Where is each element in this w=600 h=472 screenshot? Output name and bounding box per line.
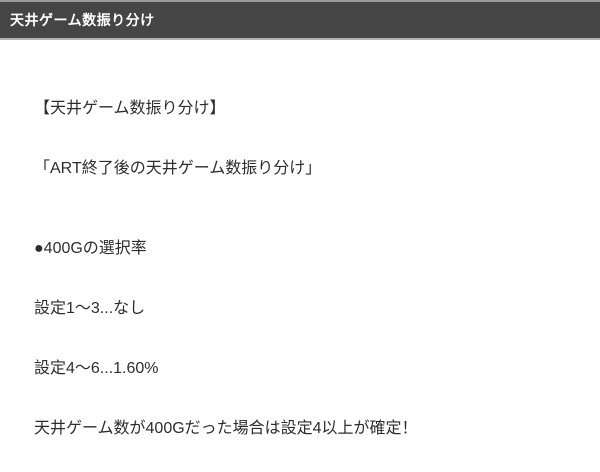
content-subheading: 「ART終了後の天井ゲーム数振り分け」 [34,160,322,177]
rate-row: 設定1〜3...なし [34,300,146,317]
title-bar: 天井ゲーム数振り分け [0,0,600,40]
section-400g-note: 天井ゲーム数が400Gだった場合は設定4以上が確定！ [34,420,418,437]
content-area: 【天井ゲーム数振り分け】 「ART終了後の天井ゲーム数振り分け」 ●400Gの選… [0,40,600,472]
page-title: 天井ゲーム数振り分け [10,12,155,28]
rate-row: 設定4〜6...1.60% [34,360,159,377]
section-400g-title: ●400Gの選択率 [34,240,147,257]
content-heading: 【天井ゲーム数振り分け】 [34,100,226,117]
